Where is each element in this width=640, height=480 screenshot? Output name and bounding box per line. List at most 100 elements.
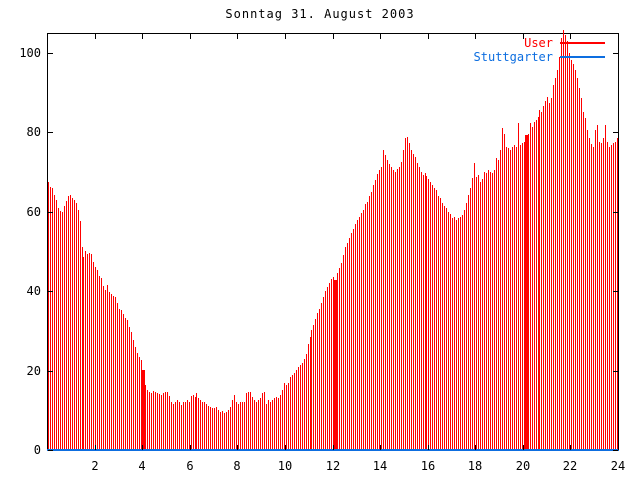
impulse-bar xyxy=(58,207,59,450)
impulse-bar xyxy=(169,395,170,450)
impulse-bar xyxy=(196,393,197,450)
impulse-bar xyxy=(313,324,314,450)
impulse-bar xyxy=(385,155,386,450)
impulse-bar xyxy=(458,218,459,450)
impulse-bar xyxy=(135,346,136,450)
y-axis-right-tick xyxy=(613,371,618,372)
impulse-bar xyxy=(189,401,190,450)
impulse-bar xyxy=(617,143,618,450)
impulse-bar xyxy=(187,399,188,450)
impulse-bar xyxy=(224,413,225,450)
impulse-bar xyxy=(131,331,132,450)
impulse-bar xyxy=(490,171,491,451)
impulse-bar xyxy=(202,401,203,450)
impulse-bar xyxy=(280,395,281,450)
impulse-bar xyxy=(99,275,100,450)
impulse-bar xyxy=(254,399,255,450)
impulse-bar xyxy=(430,181,431,450)
impulse-bar xyxy=(524,141,525,450)
impulse-bar xyxy=(365,204,366,450)
impulse-bar xyxy=(407,136,408,450)
impulse-bar xyxy=(145,384,146,450)
impulse-bar xyxy=(456,219,457,450)
impulse-bar xyxy=(595,130,596,450)
chart-title: Sonntag 31. August 2003 xyxy=(225,7,415,21)
impulse-bar xyxy=(488,170,489,450)
impulse-bar xyxy=(387,159,388,450)
impulse-bar xyxy=(421,171,422,451)
impulse-bar xyxy=(466,203,467,450)
impulse-bar xyxy=(220,411,221,450)
impulse-bar xyxy=(607,141,608,450)
x-axis-tick xyxy=(428,445,429,450)
impulse-bar xyxy=(609,146,610,450)
impulse-bar xyxy=(409,143,410,450)
impulse-bar xyxy=(478,174,479,450)
x-axis-top-tick xyxy=(237,34,238,39)
impulse-bar xyxy=(185,401,186,450)
impulse-bar xyxy=(252,396,253,450)
impulse-bar xyxy=(317,312,318,450)
impulse-bar xyxy=(306,353,307,450)
x-axis-tick-label: 14 xyxy=(372,459,388,473)
impulse-bar xyxy=(341,263,342,450)
x-axis-tick-label: 6 xyxy=(186,459,194,473)
impulse-bar xyxy=(294,373,295,450)
impulse-bar xyxy=(103,286,104,450)
impulse-bar xyxy=(64,205,65,450)
impulse-bar xyxy=(278,397,279,450)
x-axis-tick xyxy=(475,445,476,450)
impulse-bar xyxy=(48,181,49,450)
impulse-bar xyxy=(379,169,380,450)
impulse-bar xyxy=(371,191,372,450)
impulse-bar xyxy=(581,98,582,450)
impulse-bar xyxy=(476,176,477,450)
impulse-bar xyxy=(462,215,463,450)
impulse-bar xyxy=(76,202,77,450)
x-axis-tick-label: 16 xyxy=(420,459,436,473)
impulse-bar xyxy=(530,123,531,450)
impulse-bar xyxy=(111,294,112,450)
impulse-bar xyxy=(599,141,600,450)
impulse-bar xyxy=(613,143,614,450)
impulse-bar xyxy=(589,138,590,450)
impulse-bar xyxy=(262,393,263,450)
impulse-bar xyxy=(179,401,180,450)
impulse-bar xyxy=(405,138,406,450)
impulse-bar xyxy=(290,376,291,450)
impulse-bar xyxy=(97,269,98,450)
impulse-bar xyxy=(474,162,475,450)
impulse-bar xyxy=(153,390,154,450)
legend-line-sample-stuttgarter xyxy=(560,56,605,58)
impulse-bar xyxy=(571,60,572,450)
impulse-bar xyxy=(573,64,574,450)
impulse-bar xyxy=(256,401,257,450)
impulse-bar xyxy=(419,166,420,450)
impulse-bar xyxy=(561,38,562,450)
impulse-bar xyxy=(565,34,566,450)
impulse-bar xyxy=(333,276,334,450)
impulse-bar xyxy=(480,181,481,450)
impulse-bar xyxy=(236,401,237,450)
impulse-bar xyxy=(359,216,360,450)
impulse-bar xyxy=(292,375,293,450)
impulse-bar xyxy=(389,163,390,450)
impulse-bar xyxy=(423,174,424,450)
impulse-bar xyxy=(601,143,602,450)
x-axis-top-tick xyxy=(428,34,429,39)
impulse-bar xyxy=(597,124,598,450)
y-axis-tick xyxy=(48,132,53,133)
impulse-bar xyxy=(444,205,445,450)
impulse-bar xyxy=(343,255,344,450)
x-axis-top-tick xyxy=(285,34,286,39)
impulse-bar xyxy=(500,149,501,450)
impulse-bar xyxy=(121,310,122,450)
impulse-bar xyxy=(494,170,495,450)
impulse-bar xyxy=(417,163,418,450)
x-axis-tick xyxy=(570,445,571,450)
impulse-bar xyxy=(308,343,309,450)
impulse-bar xyxy=(325,291,326,450)
x-axis-tick xyxy=(333,445,334,450)
impulse-bar xyxy=(66,201,67,450)
impulse-bar xyxy=(545,101,546,450)
